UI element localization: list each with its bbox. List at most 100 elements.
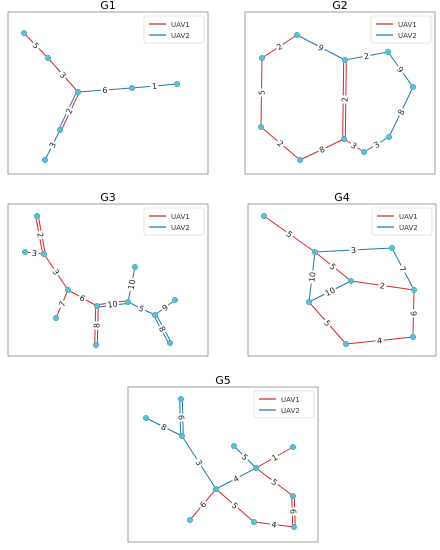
edge-weight-label: 6 [196, 498, 210, 511]
graph-node [21, 248, 29, 256]
graph-panel-g5: G5 UAV1 UAV2 6 8 3 5 1 4 5 6 6 5 4 [127, 374, 319, 543]
edge-weight-text: 4 [271, 520, 277, 530]
graph-node [290, 523, 298, 531]
edge-weight-label: 3 [46, 139, 59, 151]
graph-node [258, 54, 266, 62]
graph-node [166, 339, 174, 347]
edge-weight-bg [269, 519, 279, 530]
edge-weight-bg [135, 302, 148, 315]
edge-weight-label: 5 [135, 302, 148, 315]
graph-node [186, 516, 194, 524]
edge-weight-text: 5 [322, 318, 332, 328]
edge-weight-label: 3 [349, 245, 358, 255]
edge-weight-label: 5 [283, 228, 296, 240]
edge-weight-label: 6 [100, 85, 110, 95]
edge-weight-bg [125, 277, 138, 292]
edge-weight-text: 5 [31, 41, 41, 51]
edge-weight-label: 7 [397, 263, 409, 275]
edge-weight-bg [375, 335, 384, 346]
edge-weight-text: 9 [395, 65, 405, 74]
edge-weight-label: 6 [76, 292, 89, 304]
edge-weight-bg [105, 298, 120, 310]
edge-weight-bg [35, 230, 46, 240]
panel-title: G5 [215, 374, 231, 387]
edge-weight-label: 5 [229, 499, 241, 512]
graph-node [173, 80, 181, 88]
panel-title: G4 [334, 191, 350, 204]
edge-weight-bg [30, 248, 39, 258]
edge-weight-label: 2 [339, 95, 350, 104]
legend-box [371, 207, 433, 236]
edge-weight-bg [63, 105, 75, 117]
graph-node [33, 212, 41, 220]
edge-weight-bg [158, 421, 170, 433]
panel-title: G2 [332, 0, 348, 12]
edge-weight-text: 2 [379, 281, 385, 291]
edge-weight-label: 9 [315, 41, 327, 54]
edge-weight-label: 8 [316, 143, 328, 156]
graph-panel-g2: G2 UAV1 UAV2 2 9 2 9 8 3 2 3 8 2 5 [244, 0, 436, 175]
edge-weight-label: 4 [230, 472, 242, 485]
legend-uav2-label: UAV2 [281, 407, 300, 415]
edge-weight-label: 5 [327, 260, 339, 273]
edge-weight-text: 3 [48, 141, 58, 150]
edge-weight-label: 8 [158, 421, 170, 433]
edge-weight-text: 8 [159, 422, 168, 432]
edge-weight-text: 1 [152, 82, 158, 91]
panel-title: G3 [100, 191, 116, 204]
graph-node [74, 88, 82, 96]
edge-weight-bg [91, 321, 102, 330]
edge-weight-text: 3 [372, 140, 381, 150]
edge-weight-bg [56, 69, 70, 81]
graph-node [128, 84, 136, 92]
edge-weight-label: 8 [395, 106, 407, 118]
edge-weight-label: 2 [63, 105, 75, 117]
edge-weight-bg [283, 228, 296, 240]
edge-weight-text: 2 [363, 52, 370, 62]
edge-weight-bg [46, 139, 59, 151]
graph-node [340, 135, 348, 143]
edge-weight-label: 3 [348, 139, 360, 152]
edge-weight-label: 5 [321, 317, 334, 329]
graph-node [212, 485, 220, 493]
edge-weight-bg [394, 63, 407, 76]
edge-weight-bg [408, 309, 419, 318]
edge-weight-label: 4 [375, 335, 384, 346]
edge-weight-bg [306, 270, 318, 284]
edge-weight-text: 8 [318, 145, 326, 155]
legend-uav1-label: UAV1 [281, 396, 300, 404]
graph-node [151, 311, 159, 319]
legend-box [143, 15, 205, 44]
edge-weight-label: 2 [377, 280, 388, 291]
edge-weight-text: 8 [157, 325, 167, 334]
edge-weight-text: 6 [198, 500, 208, 510]
edge-weight-label: 5 [268, 475, 281, 489]
edge-weight-bg [361, 50, 372, 62]
edge-weight-label: 1 [268, 451, 281, 464]
graph-node [347, 277, 355, 285]
edge-weight-text: 1 [270, 453, 279, 463]
edge-weight-label: 5 [238, 450, 252, 464]
legend-box [253, 390, 315, 419]
edge-weight-bg [274, 137, 287, 150]
edge-weight-bg [348, 139, 360, 152]
edge-weight-label: 3 [193, 456, 205, 469]
edge-weight-bg [230, 472, 242, 485]
edge-weight-text: 2 [64, 107, 74, 115]
graph-node [142, 414, 150, 422]
graph-node [40, 250, 48, 258]
panel-title: G1 [100, 0, 116, 12]
graph-node [289, 492, 297, 500]
edge-weight-text: 4 [232, 474, 241, 484]
graph-node [388, 244, 396, 252]
legend-uav1-label: UAV1 [171, 21, 190, 29]
graph-node [296, 156, 304, 164]
edge-weight-label: 8 [91, 321, 102, 330]
edge-weight-bg [196, 498, 210, 511]
graph-node [131, 263, 139, 271]
graph-node [93, 302, 101, 310]
edge-weight-text: 7 [57, 300, 67, 308]
edge-weight-text: 3 [31, 249, 37, 258]
graph-node [252, 464, 260, 472]
edge-weight-bg [397, 263, 409, 275]
